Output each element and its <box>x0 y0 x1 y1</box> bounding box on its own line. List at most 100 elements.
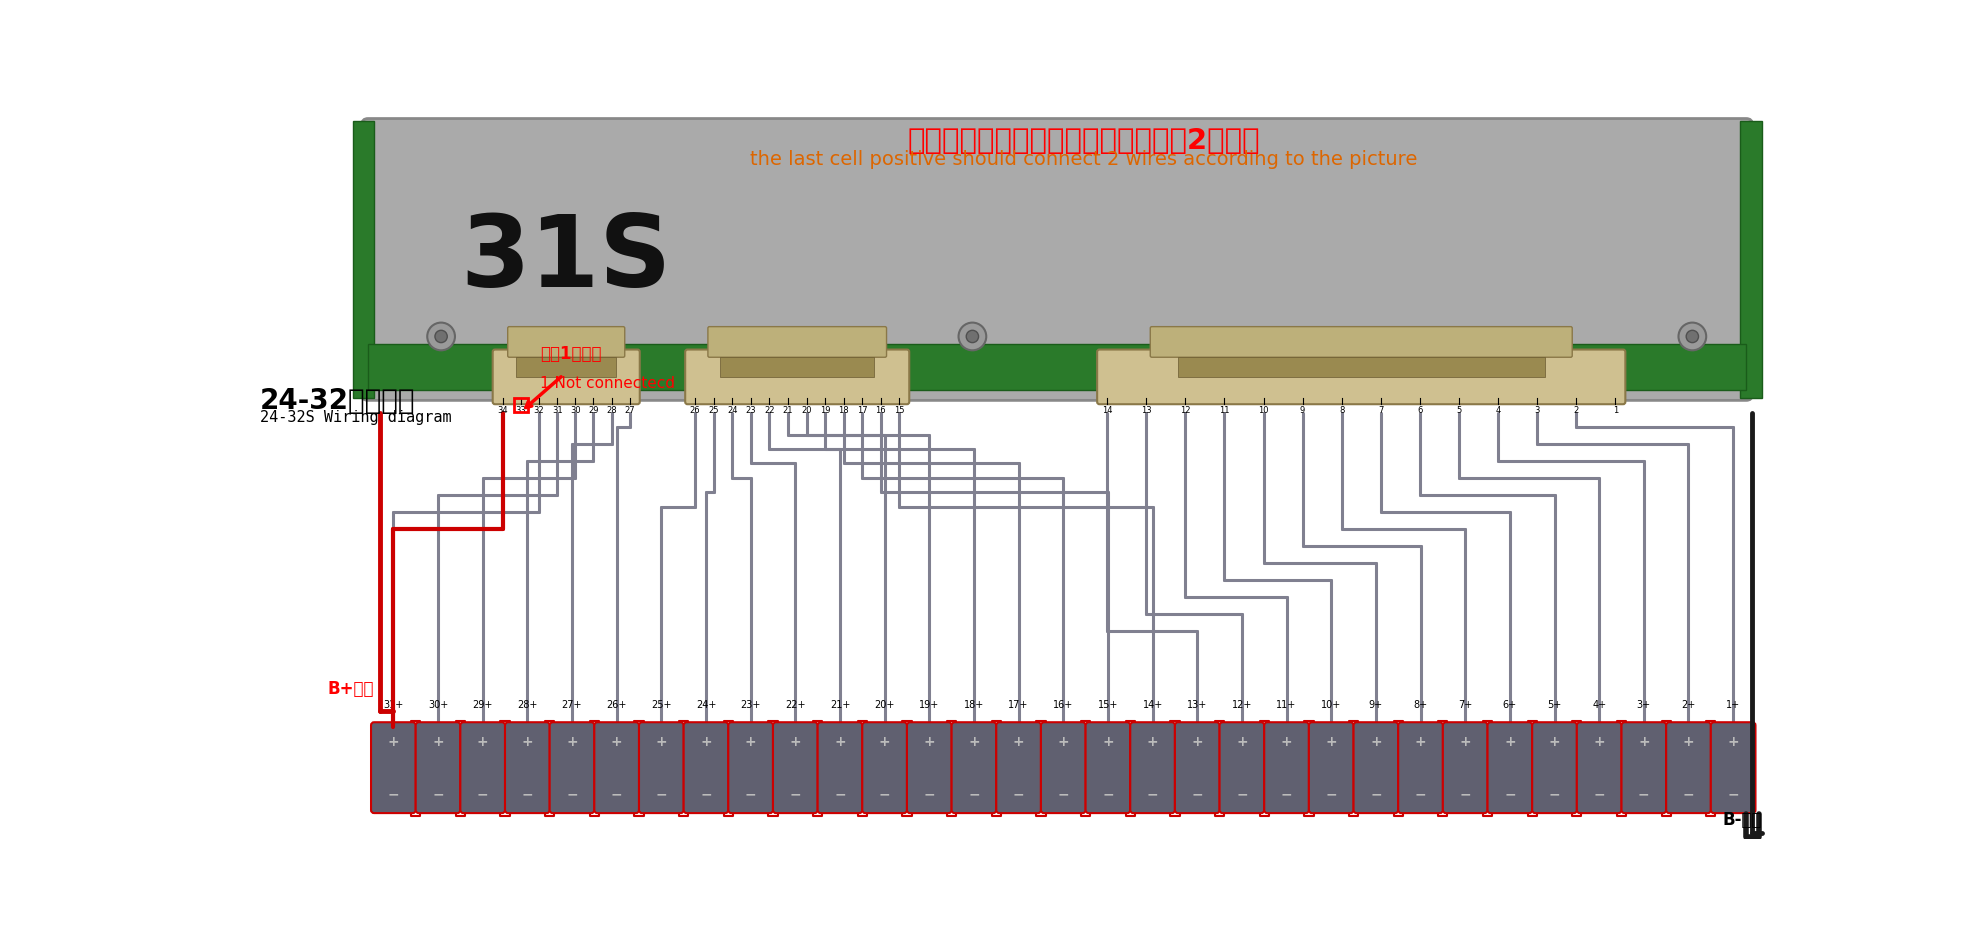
Text: 10+: 10+ <box>1321 700 1340 710</box>
Text: −: − <box>879 787 891 802</box>
Text: +: + <box>1416 736 1426 750</box>
Text: 31: 31 <box>552 405 562 415</box>
Text: 27: 27 <box>624 405 636 415</box>
Text: 21+: 21+ <box>830 700 849 710</box>
Text: −: − <box>1594 787 1606 802</box>
Text: 15: 15 <box>895 405 905 415</box>
FancyBboxPatch shape <box>729 722 772 813</box>
Text: −: − <box>1548 787 1560 802</box>
Bar <box>1178 356 1544 377</box>
Text: +: + <box>744 736 756 750</box>
Text: 5: 5 <box>1457 405 1461 415</box>
Text: −: − <box>1459 787 1471 802</box>
Circle shape <box>966 330 978 342</box>
Text: −: − <box>432 787 444 802</box>
Text: 30+: 30+ <box>428 700 447 710</box>
FancyBboxPatch shape <box>1041 722 1085 813</box>
Text: 23+: 23+ <box>741 700 760 710</box>
Text: +: + <box>1236 736 1247 750</box>
Text: −: − <box>968 787 980 802</box>
FancyBboxPatch shape <box>1354 722 1398 813</box>
Text: 3+: 3+ <box>1637 700 1651 710</box>
Text: −: − <box>1146 787 1158 802</box>
FancyBboxPatch shape <box>507 326 626 357</box>
Text: +: + <box>1683 736 1695 750</box>
Text: −: − <box>1370 787 1382 802</box>
Circle shape <box>428 323 455 350</box>
Text: 28: 28 <box>606 405 618 415</box>
Text: 22: 22 <box>764 405 774 415</box>
FancyBboxPatch shape <box>1711 722 1756 813</box>
FancyBboxPatch shape <box>863 722 907 813</box>
Text: 2: 2 <box>1574 405 1578 415</box>
Text: 24-32S Wiring diagram: 24-32S Wiring diagram <box>259 409 451 424</box>
FancyBboxPatch shape <box>1487 722 1533 813</box>
FancyBboxPatch shape <box>996 722 1041 813</box>
FancyBboxPatch shape <box>1220 722 1263 813</box>
Bar <box>352 121 374 398</box>
FancyBboxPatch shape <box>1085 722 1131 813</box>
Text: −: − <box>790 787 802 802</box>
Text: 最后一串电池总正极上要接如图对应2条排线: 最后一串电池总正极上要接如图对应2条排线 <box>907 127 1261 155</box>
FancyBboxPatch shape <box>1131 722 1174 813</box>
FancyBboxPatch shape <box>1097 350 1626 405</box>
Text: +: + <box>790 736 802 750</box>
FancyBboxPatch shape <box>505 722 550 813</box>
Text: 16+: 16+ <box>1053 700 1073 710</box>
Text: +: + <box>701 736 711 750</box>
Text: +: + <box>1370 736 1382 750</box>
Text: 7: 7 <box>1378 405 1384 415</box>
Text: 34: 34 <box>497 405 509 415</box>
Text: 4+: 4+ <box>1592 700 1606 710</box>
Text: 33: 33 <box>515 405 527 415</box>
Text: 18+: 18+ <box>964 700 984 710</box>
Bar <box>517 356 616 377</box>
Text: 17+: 17+ <box>1008 700 1030 710</box>
Text: +: + <box>1505 736 1515 750</box>
Text: 11: 11 <box>1220 405 1230 415</box>
Text: 3: 3 <box>1534 405 1540 415</box>
FancyBboxPatch shape <box>1263 722 1309 813</box>
FancyBboxPatch shape <box>683 722 729 813</box>
Text: −: − <box>1192 787 1204 802</box>
FancyBboxPatch shape <box>818 722 863 813</box>
Text: −: − <box>1281 787 1293 802</box>
Text: 1 Not connectecd: 1 Not connectecd <box>541 376 675 391</box>
FancyBboxPatch shape <box>594 722 640 813</box>
Text: +: + <box>968 736 980 750</box>
Text: 25+: 25+ <box>651 700 671 710</box>
Text: −: − <box>923 787 935 802</box>
Text: −: − <box>477 787 489 802</box>
Circle shape <box>1679 323 1707 350</box>
FancyBboxPatch shape <box>1309 722 1354 813</box>
Text: 14+: 14+ <box>1142 700 1162 710</box>
Text: 19+: 19+ <box>919 700 939 710</box>
Text: +: + <box>1459 736 1471 750</box>
Text: −: − <box>701 787 711 802</box>
FancyBboxPatch shape <box>952 722 996 813</box>
Text: +: + <box>1325 736 1337 750</box>
FancyBboxPatch shape <box>1398 722 1443 813</box>
Text: −: − <box>655 787 667 802</box>
FancyBboxPatch shape <box>1443 722 1487 813</box>
Text: +: + <box>566 736 578 750</box>
Text: −: − <box>612 787 622 802</box>
Text: −: − <box>1057 787 1069 802</box>
Text: +: + <box>388 736 400 750</box>
Text: 8+: 8+ <box>1414 700 1428 710</box>
Text: +: + <box>1146 736 1158 750</box>
FancyBboxPatch shape <box>1576 722 1622 813</box>
Text: 30: 30 <box>570 405 580 415</box>
Text: 11+: 11+ <box>1277 700 1297 710</box>
Text: 12+: 12+ <box>1232 700 1251 710</box>
FancyBboxPatch shape <box>459 722 505 813</box>
Text: 24: 24 <box>727 405 737 415</box>
FancyBboxPatch shape <box>640 722 683 813</box>
FancyBboxPatch shape <box>1174 722 1220 813</box>
Text: 10: 10 <box>1257 405 1269 415</box>
Text: +: + <box>1281 736 1293 750</box>
Text: 15+: 15+ <box>1097 700 1119 710</box>
Text: the last cell positive should connect 2 wires according to the picture: the last cell positive should connect 2 … <box>750 150 1418 169</box>
Text: B+总正: B+总正 <box>327 680 374 699</box>
Text: −: − <box>1236 787 1247 802</box>
